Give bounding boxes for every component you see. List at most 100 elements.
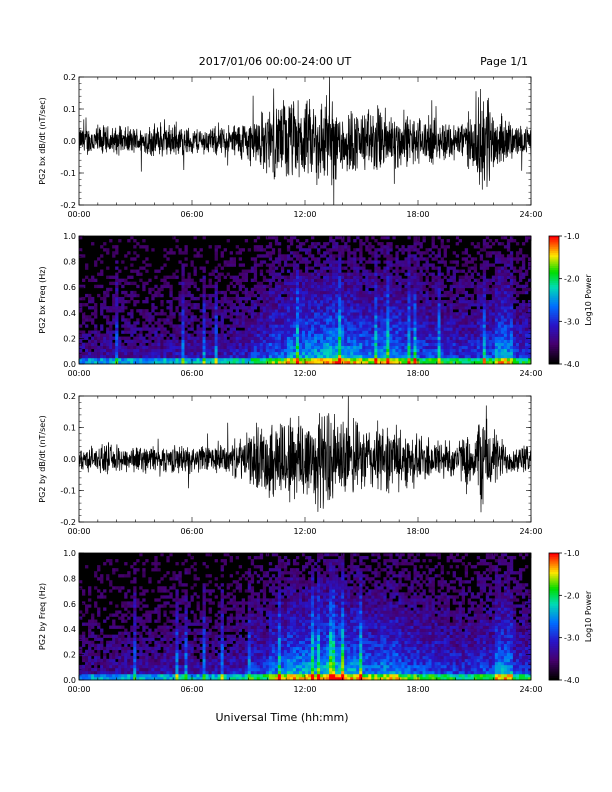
spectrogram-cell	[317, 354, 321, 359]
spectrogram-cell	[479, 303, 484, 307]
spectrogram-cell	[494, 290, 499, 295]
spectrogram-cell	[449, 284, 453, 289]
spectrogram-cell	[473, 266, 478, 270]
spectrogram-cell	[347, 333, 351, 337]
spectrogram-cell	[262, 312, 267, 316]
spectrogram-cell	[232, 296, 236, 301]
spectrogram-cell	[214, 345, 218, 350]
colorbar-segment	[549, 272, 559, 275]
spectrogram-cell	[323, 281, 327, 286]
spectrogram-cell	[449, 354, 453, 359]
spectrogram-cell	[241, 318, 246, 322]
spectrogram-cell	[283, 357, 288, 362]
spectrogram-cell	[338, 318, 342, 322]
spectrogram-cell	[452, 342, 456, 347]
spectrogram-cell	[509, 254, 514, 258]
spectrogram-cell	[181, 321, 185, 325]
colorbar-segment	[549, 312, 559, 316]
spectrogram-cell	[407, 318, 411, 322]
spectrogram-cell	[452, 357, 456, 362]
spectrogram-cell	[434, 293, 438, 298]
spectrogram-cell	[503, 360, 508, 365]
spectrogram-cell	[476, 312, 481, 316]
spectrogram-cell	[226, 360, 230, 365]
spectrogram-cell	[413, 354, 417, 359]
spectrogram-cell	[157, 290, 161, 295]
spectrogram-cell	[458, 330, 462, 334]
spectrogram-cell	[250, 345, 255, 350]
spectrogram-cell	[371, 360, 375, 365]
spectrogram-cell	[214, 251, 218, 255]
spectrogram-cell	[488, 251, 493, 255]
spectrogram-cell	[449, 348, 453, 353]
spectrogram-cell	[356, 351, 360, 356]
spectrogram-cell	[503, 324, 508, 328]
spectrogram-cell	[392, 357, 396, 362]
spectrogram-cell	[256, 330, 261, 334]
spectrogram-cell	[488, 318, 493, 322]
spectrogram-cell	[292, 281, 297, 286]
spectrogram-cell	[512, 321, 517, 325]
spectrogram-cell	[79, 354, 83, 359]
y-axis-label: PG2 by dB/dt (nT/sec)	[38, 415, 47, 502]
spectrogram-cell	[479, 342, 484, 347]
spectrogram-cell	[497, 300, 502, 304]
spectrogram-cell	[214, 327, 218, 331]
spectrogram-cell	[491, 336, 496, 340]
spectrogram-cell	[458, 269, 462, 273]
spectrogram-cell	[301, 330, 306, 334]
spectrogram-cell	[524, 318, 529, 322]
spectrogram-cell	[383, 360, 387, 365]
spectrogram-cell	[467, 354, 472, 359]
spectrogram-cell	[160, 354, 164, 359]
spectrogram-cell	[103, 248, 107, 252]
spectrogram-cell	[422, 266, 426, 270]
spectrogram-cell	[250, 266, 255, 270]
spectrogram-cell	[181, 272, 185, 276]
spectrogram-cell	[100, 354, 104, 359]
spectrogram-cell	[154, 321, 158, 325]
spectrogram-cell	[308, 315, 312, 319]
spectrogram-cell	[365, 296, 369, 301]
spectrogram-cell	[503, 318, 508, 322]
spectrogram-cell	[238, 272, 243, 276]
y-tick-label: 1.0	[63, 232, 76, 241]
spectrogram-cell	[335, 303, 339, 307]
spectrogram-cell	[407, 339, 411, 343]
spectrogram-cell	[491, 315, 496, 319]
spectrogram-cell	[277, 327, 282, 331]
spectrogram-cell	[395, 318, 399, 322]
spectrogram-cell	[151, 318, 155, 322]
spectrogram-cell	[127, 327, 131, 331]
spectrogram-cell	[214, 351, 218, 356]
spectrogram-cell	[305, 303, 309, 307]
spectrogram-cell	[395, 278, 399, 283]
spectrogram-cell	[440, 360, 444, 365]
spectrogram-cell	[380, 342, 384, 347]
spectrogram-cell	[115, 342, 119, 347]
spectrogram-cell	[232, 321, 236, 325]
spectrogram-cell	[292, 278, 297, 283]
spectrogram-cell	[298, 351, 303, 356]
spectrogram-cell	[94, 278, 98, 283]
spectrogram-cell	[452, 275, 456, 279]
spectrogram-cell	[88, 342, 92, 347]
spectrogram-cell	[344, 357, 348, 362]
spectrogram-cell	[329, 336, 333, 340]
spectrogram-cell	[452, 306, 456, 310]
spectrogram-cell	[308, 309, 312, 313]
spectrogram-cell	[154, 345, 158, 350]
spectrogram-cell	[497, 336, 502, 340]
spectrogram-cell	[485, 318, 490, 322]
spectrogram-cell	[94, 342, 98, 347]
spectrogram-cell	[88, 357, 92, 362]
spectrogram-cell	[169, 357, 173, 362]
spectrogram-cell	[265, 312, 270, 316]
spectrogram-cell	[82, 634, 86, 638]
spectrogram-cell	[184, 245, 188, 249]
spectrogram-cell	[452, 345, 456, 350]
spectrogram-cell	[79, 616, 83, 620]
spectrogram-cell	[130, 263, 134, 267]
spectrogram-cell	[398, 260, 402, 264]
spectrogram-cell	[163, 318, 167, 322]
